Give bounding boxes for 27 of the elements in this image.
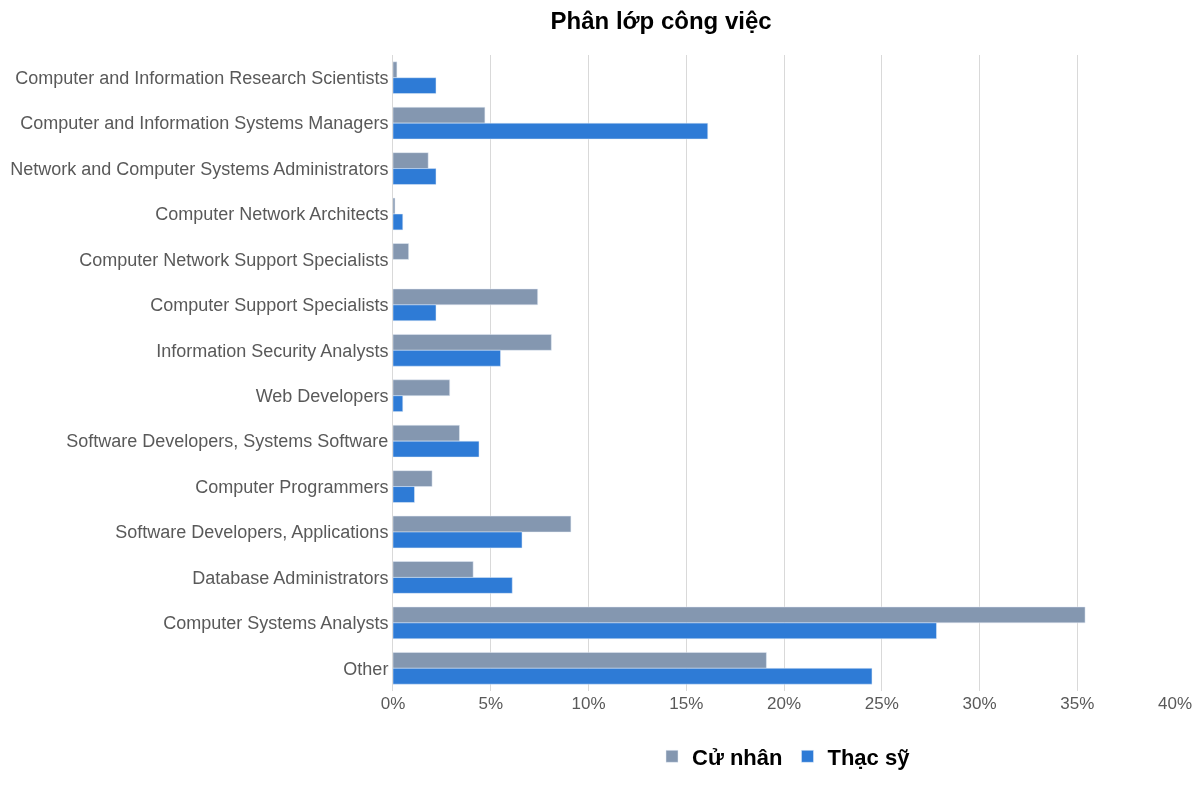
- y-tick-label: Database Administrators: [192, 567, 389, 588]
- y-tick-label: Computer Programmers: [195, 476, 389, 497]
- x-tick-label: 0%: [380, 694, 406, 713]
- y-tick-label: Software Developers, Systems Software: [66, 431, 389, 452]
- y-tick-label: Other: [343, 658, 389, 679]
- x-tick-label: 5%: [478, 694, 504, 713]
- x-tick-label: 25%: [864, 694, 899, 713]
- x-tick-label: 15%: [669, 694, 704, 713]
- y-tick-label: Web Developers: [255, 386, 389, 407]
- x-tick-label: 35%: [1060, 694, 1095, 713]
- chart-title: Phân lớp công việc: [550, 6, 772, 34]
- y-tick-label: Computer Network Support Specialists: [79, 249, 389, 270]
- y-tick-label: Computer Systems Analysts: [163, 613, 389, 634]
- x-tick-label: 10%: [571, 694, 606, 713]
- bar: [393, 243, 409, 260]
- legend-label: Cử nhân: [692, 744, 783, 770]
- y-tick-label: Information Security Analysts: [156, 340, 389, 361]
- y-tick-label: Computer Support Specialists: [150, 295, 389, 316]
- x-tick-label: 40%: [1157, 694, 1193, 713]
- y-tick-label: Computer and Information Systems Managers: [20, 113, 389, 134]
- x-tick-label: 30%: [962, 694, 997, 713]
- y-tick-label: Computer Network Architects: [155, 204, 389, 225]
- y-tick-label: Computer and Information Research Scientists: [15, 68, 389, 89]
- legend-label: Thạc sỹ: [827, 744, 911, 770]
- x-tick-label: 20%: [766, 694, 802, 713]
- y-tick-label: Network and Computer Systems Administrators: [10, 158, 389, 179]
- y-tick-label: Software Developers, Applications: [115, 522, 389, 543]
